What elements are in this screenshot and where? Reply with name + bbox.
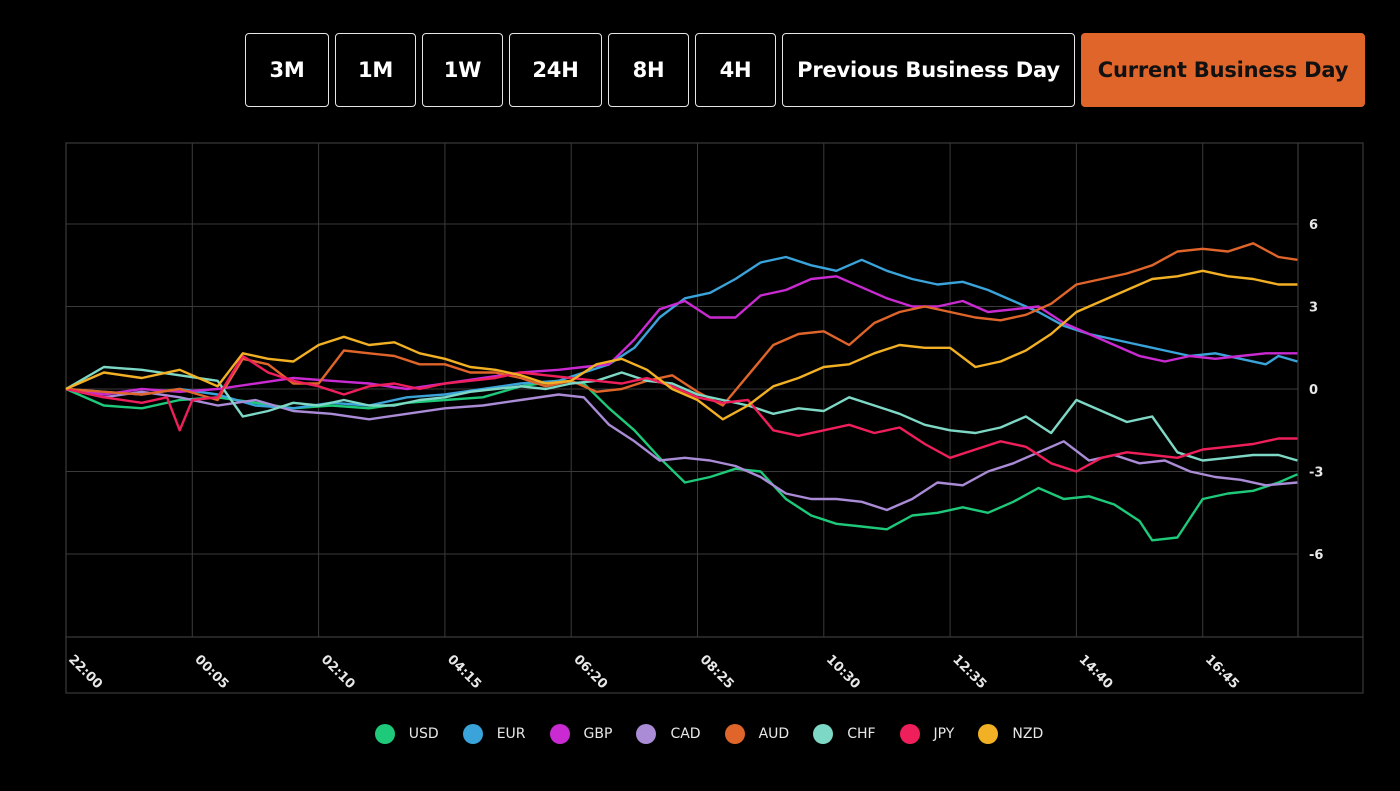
- legend-item-eur[interactable]: EUR: [462, 724, 538, 744]
- y-axis-ticks: 6 3 0 -3 -6: [1309, 218, 1323, 563]
- chart-series: [65, 242, 1298, 542]
- legend-item-nzd[interactable]: NZD: [978, 724, 1055, 744]
- series-line-gbp: [65, 275, 1298, 396]
- legend-item-jpy[interactable]: JPY: [899, 724, 967, 744]
- legend-dot: [978, 724, 999, 744]
- x-tick-label: 02:10: [318, 652, 358, 692]
- x-tick-label: 08:25: [697, 652, 737, 692]
- legend-label: USD: [408, 726, 439, 742]
- tab-1m[interactable]: 1M: [335, 33, 416, 107]
- x-tick-label: 16:45: [1202, 652, 1242, 692]
- x-tick-label: 12:35: [949, 652, 989, 692]
- legend-item-chf[interactable]: CHF: [813, 724, 887, 744]
- series-line-cad: [65, 387, 1298, 512]
- legend-label: CHF: [847, 726, 876, 742]
- legend-item-gbp[interactable]: GBP: [549, 724, 625, 744]
- legend-label: GBP: [583, 726, 613, 742]
- legend-dot: [899, 724, 920, 744]
- tab-current-business-day[interactable]: Current Business Day: [1081, 33, 1365, 107]
- currency-strength-chart: 6 3 0 -3 -6 22:00 00:05 02:10 04:15 06:20 08:25 10…: [65, 142, 1364, 694]
- legend-label: CAD: [670, 726, 701, 742]
- series-line-nzd: [65, 269, 1298, 421]
- chart-legend: USD EUR GBP CAD AUD CHF JPY NZD: [0, 724, 1400, 744]
- legend-label: JPY: [933, 726, 955, 742]
- x-tick-label: 14:40: [1076, 652, 1116, 692]
- legend-dot: [462, 724, 483, 744]
- legend-label: AUD: [758, 726, 790, 742]
- x-tick-label: 04:15: [444, 652, 484, 692]
- x-tick-label: 00:05: [191, 652, 231, 692]
- legend-dot: [549, 724, 570, 744]
- y-tick-label: -6: [1309, 548, 1323, 563]
- legend-item-cad[interactable]: CAD: [636, 724, 712, 744]
- tab-previous-business-day[interactable]: Previous Business Day: [782, 33, 1075, 107]
- x-tick-label: 10:30: [823, 652, 863, 692]
- tab-8h[interactable]: 8H: [608, 33, 689, 107]
- legend-dot: [636, 724, 657, 744]
- legend-dot: [724, 724, 745, 744]
- series-line-jpy: [65, 354, 1298, 473]
- y-tick-label: 3: [1309, 301, 1318, 316]
- series-line-chf: [65, 365, 1298, 462]
- chart-frame: [65, 142, 1364, 694]
- y-tick-label: 6: [1309, 218, 1318, 233]
- chart-grid: [65, 142, 1364, 694]
- series-line-aud: [65, 242, 1298, 407]
- tab-4h[interactable]: 4H: [695, 33, 776, 107]
- legend-label: EUR: [496, 726, 526, 742]
- y-tick-label: 0: [1309, 383, 1318, 398]
- legend-label: NZD: [1012, 726, 1044, 742]
- legend-dot: [374, 724, 395, 744]
- x-axis-ticks: 22:00 00:05 02:10 04:15 06:20 08:25 10:30 12:35…: [65, 652, 1242, 692]
- tab-3m[interactable]: 3M: [245, 33, 329, 107]
- timeframe-tabs: 3M 1M 1W 24H 8H 4H Previous Business Day…: [245, 33, 1365, 107]
- x-tick-label: 22:00: [65, 652, 105, 692]
- tab-24h[interactable]: 24H: [509, 33, 602, 107]
- series-line-eur: [65, 255, 1298, 410]
- x-tick-label: 06:20: [570, 652, 610, 692]
- legend-dot: [813, 724, 834, 744]
- legend-item-usd[interactable]: USD: [374, 724, 451, 744]
- tab-1w[interactable]: 1W: [422, 33, 503, 107]
- y-tick-label: -3: [1309, 466, 1323, 481]
- legend-item-aud[interactable]: AUD: [724, 724, 802, 744]
